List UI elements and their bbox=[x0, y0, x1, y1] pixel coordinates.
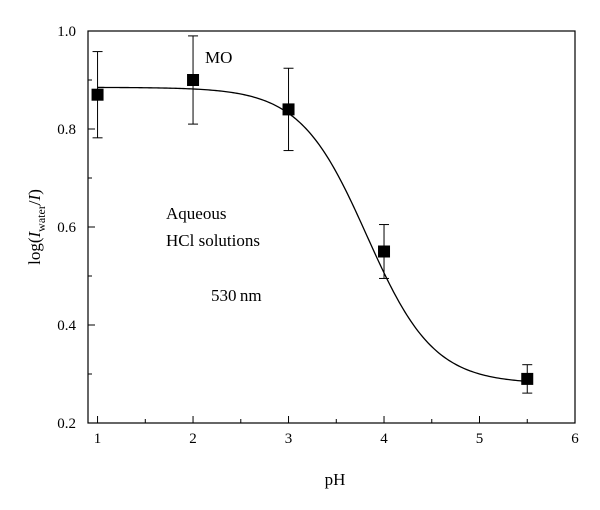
data-point bbox=[187, 74, 200, 86]
x-tick-label: 1 bbox=[94, 431, 102, 447]
plot-frame bbox=[87, 30, 576, 424]
data-point bbox=[378, 245, 391, 258]
y-tick-label: 0.8 bbox=[57, 122, 76, 138]
fit-curve-group bbox=[97, 86, 528, 383]
data-point bbox=[521, 372, 534, 385]
y-tick-label: 0.6 bbox=[57, 220, 76, 236]
x-tick-label: 4 bbox=[380, 431, 388, 447]
y-tick-label: 0.2 bbox=[57, 416, 76, 432]
fit-curve bbox=[97, 86, 528, 383]
x-axis-label: pH bbox=[325, 470, 346, 489]
x-tick-label: 6 bbox=[571, 431, 579, 447]
data-point bbox=[91, 88, 104, 101]
y-tick-label: 0.4 bbox=[57, 318, 76, 334]
annotation-aqueous: Aqueous bbox=[166, 204, 226, 223]
y-tick-label: 1.0 bbox=[57, 24, 76, 40]
series-annotation: MO bbox=[205, 48, 232, 67]
x-tick-label: 3 bbox=[285, 431, 293, 447]
annotation-hcl: HCl solutions bbox=[166, 231, 260, 250]
data-points-group bbox=[91, 35, 534, 394]
annotation-wavelength: 530 nm bbox=[211, 286, 262, 305]
data-point bbox=[282, 103, 295, 116]
y-axis-label: log(Iwater/I) bbox=[25, 189, 48, 265]
x-tick-label: 2 bbox=[189, 431, 197, 447]
x-tick-label: 5 bbox=[476, 431, 484, 447]
axis-ticks: 1 2 3 4 5 6 0.2 0.4 0.6 0.8 1.0 bbox=[57, 24, 579, 447]
